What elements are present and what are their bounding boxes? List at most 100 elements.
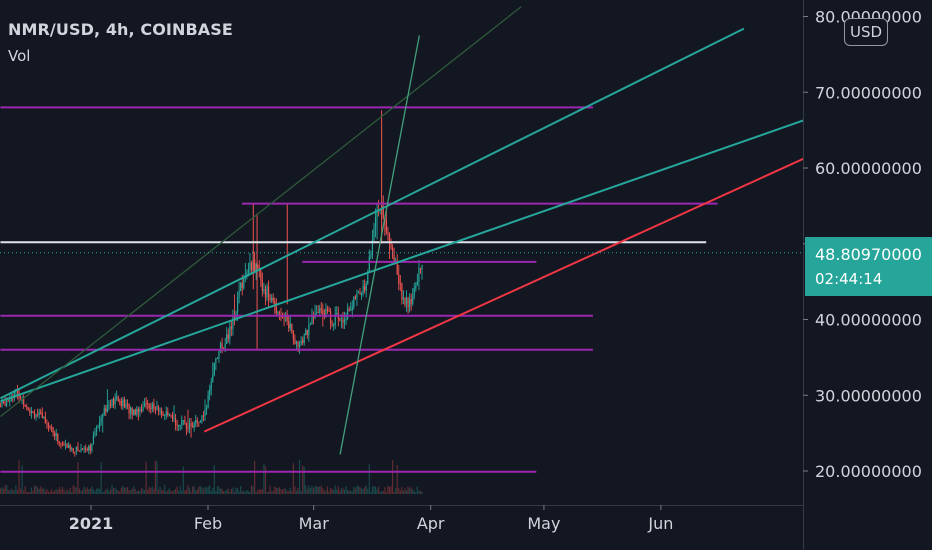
- time-axis: 2021 Feb Mar Apr May Jun: [69, 505, 673, 533]
- candle-body: [410, 299, 412, 304]
- volume-bar: [224, 491, 226, 494]
- volume-bar: [213, 465, 215, 494]
- candle-body: [32, 411, 34, 414]
- volume-bar: [165, 491, 167, 494]
- volume-bar: [61, 486, 64, 494]
- volume-bar: [419, 490, 422, 494]
- volume-bar: [156, 461, 158, 494]
- volume-bar: [136, 491, 138, 494]
- volume-bar: [342, 488, 344, 494]
- chart-legend: NMR/USD, 4h, COINBASE Vol: [8, 20, 233, 65]
- candle-body: [137, 409, 139, 412]
- trend-line-darkgreen: [0, 6, 522, 417]
- volume-bar: [190, 491, 192, 494]
- volume-indicator-label[interactable]: Vol: [8, 47, 31, 65]
- candle-body: [368, 256, 370, 272]
- candle-body: [317, 312, 319, 313]
- candle-body: [178, 425, 180, 427]
- candle-body: [385, 218, 387, 232]
- volume-bar: [21, 465, 23, 494]
- candle-body: [102, 414, 104, 418]
- volume-bar: [100, 462, 102, 494]
- candle-body: [416, 281, 418, 286]
- candle-body: [365, 283, 367, 291]
- volume-bar: [49, 491, 51, 494]
- candle-body: [249, 262, 251, 270]
- candle-body: [421, 265, 423, 270]
- volume-bar: [60, 489, 62, 494]
- candle-body: [187, 428, 189, 429]
- candle-body: [261, 280, 263, 291]
- candle-body: [232, 317, 234, 329]
- candle-body: [297, 341, 299, 347]
- volume-bar: [345, 486, 347, 494]
- candle-body: [202, 415, 205, 417]
- candle-body: [348, 308, 350, 311]
- candle-body: [173, 418, 175, 419]
- candle-body: [4, 402, 6, 406]
- volume-bar: [221, 488, 223, 494]
- volume-bar: [311, 485, 313, 494]
- candle-body: [41, 412, 43, 418]
- candle-body: [89, 445, 91, 451]
- candle-body: [108, 404, 110, 406]
- candle-body: [111, 398, 113, 407]
- volume-bar: [314, 485, 316, 494]
- volume-bar: [54, 490, 56, 494]
- volume-bar: [378, 486, 380, 494]
- candle-body: [10, 396, 12, 401]
- volume-bar: [412, 489, 414, 494]
- candle-body: [80, 448, 82, 451]
- currency-button[interactable]: USD: [844, 18, 888, 46]
- candle-body: [91, 443, 93, 451]
- candle-body: [77, 446, 79, 451]
- candle-body: [85, 448, 87, 450]
- candle-body: [147, 403, 149, 406]
- candle-body: [402, 297, 405, 300]
- volume-bar: [309, 487, 312, 494]
- volume-bar: [38, 488, 40, 494]
- volume-bar: [316, 486, 318, 494]
- volume-bar: [401, 486, 403, 494]
- volume-bar: [142, 489, 144, 494]
- volume-bar: [390, 486, 392, 494]
- candle-body: [0, 405, 2, 407]
- candle-body: [204, 409, 206, 416]
- volume-bar: [385, 491, 387, 494]
- last-price-value: 48.80970000: [815, 245, 922, 264]
- candle-body: [409, 299, 411, 308]
- volume-bar: [396, 464, 398, 494]
- volume-bar: [71, 491, 73, 494]
- volume-bar: [83, 486, 85, 494]
- volume-bar: [173, 490, 175, 494]
- candle-body: [58, 441, 60, 444]
- volume-bar: [154, 460, 157, 494]
- volume-bar: [199, 486, 201, 494]
- volume-bar: [263, 463, 265, 494]
- candle-body: [81, 448, 84, 450]
- candle-body: [140, 409, 143, 411]
- volume-bar: [111, 485, 113, 494]
- candle-body: [278, 312, 281, 317]
- volume-bar: [331, 489, 333, 494]
- candle-body: [106, 405, 108, 413]
- candle-body: [103, 408, 105, 415]
- symbol-title[interactable]: NMR/USD, 4h, COINBASE: [8, 20, 233, 39]
- candle-body: [174, 418, 177, 426]
- candle-body: [148, 405, 150, 408]
- volume-bar: [195, 490, 197, 494]
- volume-bar: [179, 486, 181, 494]
- candle-body: [303, 335, 305, 343]
- candle-body: [27, 408, 29, 410]
- volume-bar: [357, 486, 360, 494]
- volume-bar: [229, 491, 231, 494]
- volume-bar: [216, 486, 219, 494]
- volume-bar: [64, 491, 67, 494]
- candle-body: [255, 264, 257, 273]
- volume-bar: [230, 488, 232, 494]
- volume-bar: [260, 488, 262, 494]
- volume-bar: [85, 488, 87, 494]
- candle-body: [415, 285, 417, 289]
- candle-body: [382, 206, 384, 219]
